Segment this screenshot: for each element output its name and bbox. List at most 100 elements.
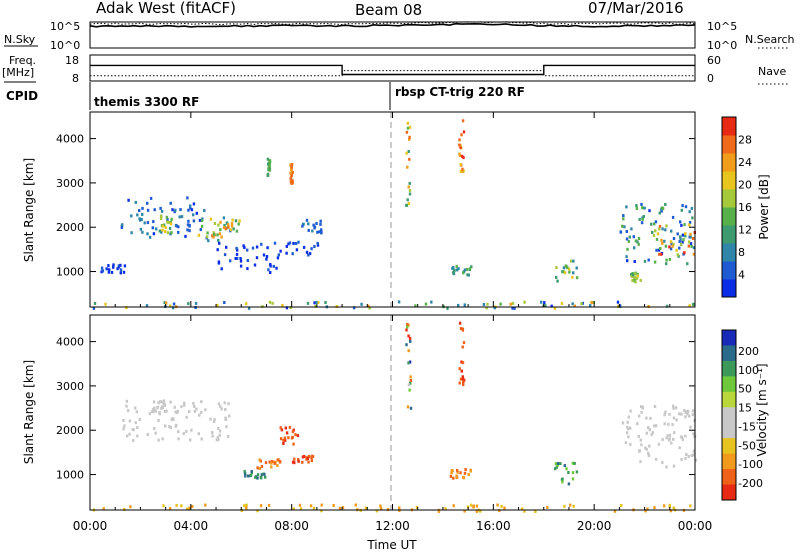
freq-panel-frame [89,54,696,82]
velocity-point [245,503,248,507]
power-point [159,217,163,221]
beam-title: Beam 08 [355,1,422,19]
power-point [691,216,694,220]
power-point [482,303,486,306]
velocity-colorbar: 200 100 50 15 -15 -50 -100 -200 [721,329,763,501]
velocity-point [627,435,630,439]
power-point [130,214,133,218]
velocity-point [645,431,648,435]
power-point [186,228,189,232]
power-point [123,264,127,268]
power-point [692,246,696,250]
power-point [511,301,515,305]
velocity-point [136,426,139,429]
velocity-point [292,442,295,446]
power-point [636,274,639,278]
velocity-point [182,432,185,436]
power-point [229,259,232,263]
velocity-point [204,408,207,412]
power-point [125,306,128,310]
nsky-panel-frame [89,21,696,49]
velocity-point [307,454,311,458]
velocity-point [256,509,259,513]
velocity-point [278,460,282,464]
velocity-point [644,509,647,513]
power-point [177,230,180,234]
power-point [165,215,169,219]
power-point [459,163,462,166]
velocity-point [320,503,323,507]
velocity-point [188,506,191,510]
velocity-point [180,504,183,508]
power-point [219,220,222,224]
power-point [468,267,472,271]
power-point [161,228,164,232]
velocity-point [134,421,137,425]
power-point [627,239,630,243]
velocity-point [678,446,681,450]
power-colorbar-swatch [722,279,736,298]
power-point [658,252,661,256]
power-point [679,220,682,224]
power-point [199,228,202,232]
power-point [169,201,172,205]
velocity-point [162,504,165,508]
x-tick-label: 16:00 [476,519,511,533]
power-point [486,302,489,306]
power-point [453,268,456,272]
velocity-point [624,441,628,445]
velocity-point [102,507,105,511]
velocity-point [186,507,189,511]
velocity-point [689,425,692,429]
power-point [562,266,566,270]
velocity-colorbar-tick: 15 [738,402,752,415]
power-point [269,264,272,268]
power-point [632,235,635,239]
velocity-point [647,426,650,430]
velocity-point [463,471,467,475]
velocity-point [690,453,693,457]
velocity-point [647,451,650,455]
velocity-point [692,449,696,453]
power-point [267,166,270,170]
power-point [676,253,679,257]
velocity-point [672,464,676,468]
power-point [570,259,573,263]
power-point [104,302,107,306]
power-point [217,261,221,265]
power-point [225,221,229,225]
power-point [302,245,306,249]
velocity-point [678,412,681,416]
power-point [452,271,455,275]
power-point [553,306,557,310]
velocity-point [217,427,220,430]
power-point [446,306,449,310]
velocity-point [299,507,303,511]
power-point [688,223,691,227]
velocity-point [565,467,568,471]
velocity-point [546,505,549,509]
velocity-point [409,375,412,379]
velocity-point [288,425,292,429]
power-point [187,208,190,212]
velocity-point [409,406,413,410]
power-point [291,179,294,183]
power-point [222,226,226,229]
velocity-point [626,420,629,424]
velocity-point [666,434,669,438]
velocity-point [270,461,273,465]
velocity-point [661,438,664,442]
velocity-point [561,477,564,481]
power-point [218,232,222,236]
velocity-point [467,473,470,476]
power-point [107,264,110,268]
power-point [172,302,176,306]
velocity-point [569,503,572,507]
velocity-scatter [92,321,698,513]
power-point [316,230,319,234]
power-point [647,258,650,262]
power-colorbar-tick: 16 [738,201,752,214]
velocity-point [244,474,247,478]
power-point [245,302,248,306]
velocity-point [301,455,305,459]
